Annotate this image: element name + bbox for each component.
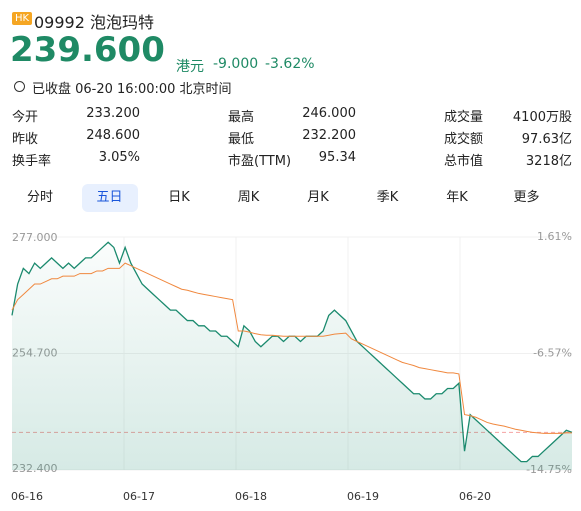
y2-tick-label: -6.57%: [533, 347, 572, 360]
stat-label: 市盈(TTM): [228, 154, 292, 169]
stat-value: 248.600: [86, 128, 140, 143]
status-icon: [14, 81, 25, 92]
stat-label: 成交额: [444, 132, 484, 147]
stat-label: 最高: [228, 110, 255, 125]
tab[interactable]: 分时: [26, 190, 53, 205]
y2-tick-label: 1.61%: [537, 230, 572, 243]
badge: HK: [12, 12, 33, 25]
tab[interactable]: 年K: [446, 190, 468, 205]
stat-value: 3218亿: [525, 154, 572, 169]
stat-value: 246.000: [302, 106, 356, 121]
stat-value: 232.200: [302, 128, 356, 143]
currency: 港元: [176, 59, 204, 75]
stock-name: 09992 泡泡玛特: [34, 13, 154, 32]
stat-label: 换手率: [12, 154, 52, 169]
tab[interactable]: 更多: [513, 190, 540, 205]
x-tick-label: 06-20: [459, 490, 491, 503]
stat-label: 成交量: [444, 110, 484, 125]
stat-value: 3.05%: [98, 150, 140, 165]
x-tick-label: 06-16: [11, 490, 43, 503]
tab[interactable]: 月K: [307, 190, 329, 205]
x-tick-label: 06-18: [235, 490, 267, 503]
stat-label: 昨收: [12, 132, 39, 147]
y-tick-label: 277.000: [12, 231, 58, 244]
price: 239.600: [10, 30, 165, 70]
tab[interactable]: 周K: [237, 190, 260, 205]
stat-value: 4100万股: [512, 110, 572, 125]
tab[interactable]: 季K: [376, 190, 399, 205]
stat-label: 最低: [228, 132, 255, 147]
stat-value: 97.63亿: [521, 132, 572, 147]
stat-label: 今开: [12, 110, 39, 125]
tab[interactable]: 五日: [81, 184, 138, 212]
tab[interactable]: 日K: [168, 190, 190, 205]
change-pct: -3.62%: [265, 56, 315, 72]
stat-value: 233.200: [86, 106, 140, 121]
x-tick-label: 06-17: [123, 490, 155, 503]
change: -9.000: [213, 56, 259, 72]
x-tick-label: 06-19: [347, 490, 379, 503]
stat-label: 总市值: [444, 154, 484, 169]
area: [12, 242, 572, 470]
status: 已收盘 06-20 16:00:00 北京时间: [32, 82, 232, 97]
stat-value: 95.34: [318, 150, 356, 165]
line-average: [11, 262, 572, 434]
